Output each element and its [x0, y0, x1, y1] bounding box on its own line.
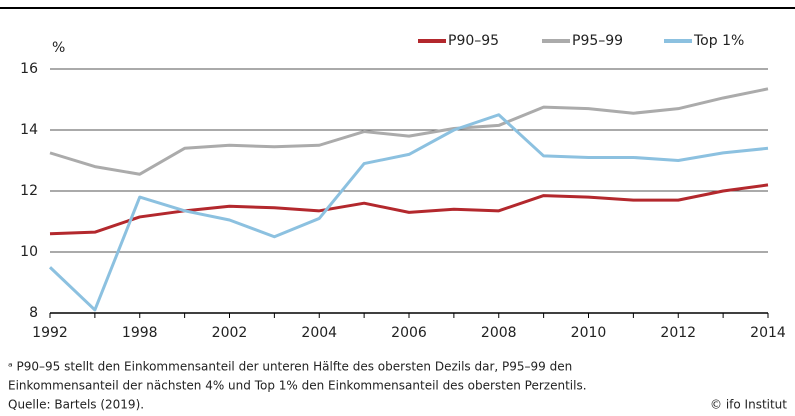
series-line — [48, 113, 769, 312]
x-tick-label: 2004 — [301, 325, 337, 341]
y-tick-label: 14 — [20, 122, 38, 138]
y-axis-label: % — [52, 40, 65, 56]
x-tick-label: 2010 — [571, 325, 607, 341]
credit: © ifo Institut — [710, 398, 787, 412]
x-tick-label: 2014 — [750, 325, 786, 341]
y-tick-label: 16 — [20, 61, 38, 77]
x-tick-label: 2002 — [212, 325, 248, 341]
legend-label: Top 1% — [693, 33, 744, 49]
legend-label: P90–95 — [448, 33, 499, 49]
x-tick-label: 1992 — [32, 325, 68, 341]
x-tick-label: 2008 — [481, 325, 517, 341]
series-line — [49, 87, 769, 176]
footnote: Einkommensanteil der nächsten 4% und Top… — [8, 379, 587, 393]
y-tick-label: 12 — [20, 183, 38, 199]
source: Quelle: Bartels (2019). — [8, 398, 144, 412]
x-tick-label: 2012 — [660, 325, 696, 341]
y-tick-label: 10 — [20, 244, 38, 260]
footnote: ᵃ P90–95 stellt den Einkommensanteil der… — [8, 360, 572, 374]
legend-label: P95–99 — [572, 33, 623, 49]
series-line — [49, 183, 769, 236]
x-tick-label: 2006 — [391, 325, 427, 341]
y-tick-label: 8 — [29, 305, 38, 321]
x-tick-label: 1998 — [122, 325, 158, 341]
